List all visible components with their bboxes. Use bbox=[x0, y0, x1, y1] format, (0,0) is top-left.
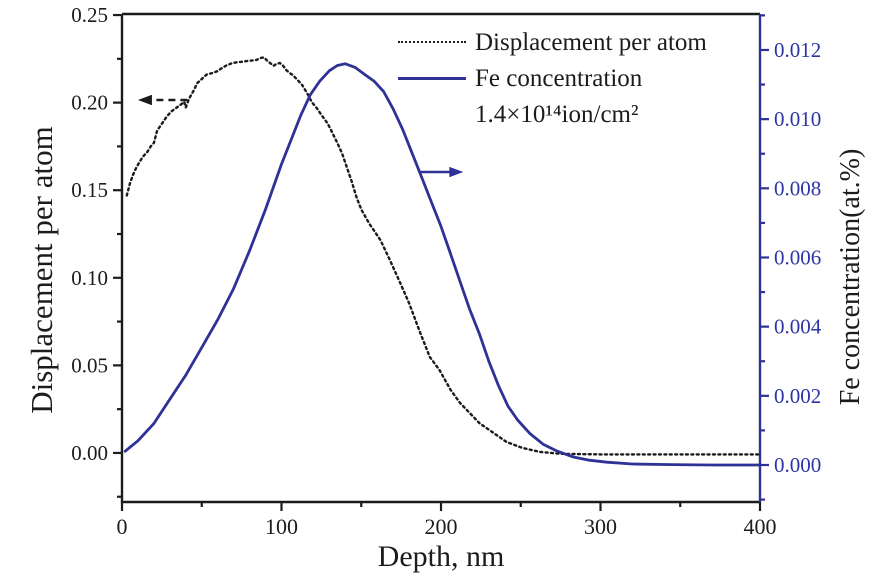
y-axis-title-left: Displacement per atom bbox=[24, 126, 59, 414]
y-right-tick-label: 0.008 bbox=[774, 176, 821, 200]
legend-label-displacement: Displacement per atom bbox=[475, 28, 707, 56]
legend-dotted-line-sample bbox=[398, 41, 466, 43]
y-right-tick-label: 0.010 bbox=[774, 107, 821, 131]
dpa-axis-arrow-head bbox=[137, 94, 152, 106]
legend-solid-line-sample bbox=[398, 76, 466, 80]
legend-item-displacement: Displacement per atom bbox=[398, 24, 707, 60]
y-left-tick-label: 0.05 bbox=[71, 353, 108, 377]
legend-label-fe-concentration: Fe concentration bbox=[475, 64, 643, 92]
y-right-tick-label: 0.000 bbox=[774, 453, 821, 477]
y-left-tick-label: 0.00 bbox=[71, 441, 108, 465]
x-axis-tick-label: 400 bbox=[744, 514, 777, 539]
x-axis-tick-label: 100 bbox=[265, 514, 298, 539]
y-right-tick-label: 0.006 bbox=[774, 245, 821, 269]
y-left-tick-label: 0.15 bbox=[71, 178, 108, 202]
y-axis-title-right: Fe concentration(at.%) bbox=[835, 148, 866, 406]
x-axis-tick-label: 300 bbox=[584, 514, 617, 539]
y-left-tick-label: 0.25 bbox=[71, 3, 108, 27]
y-left-tick-label: 0.20 bbox=[71, 91, 108, 115]
fe-curve bbox=[123, 62, 762, 467]
legend: Displacement per atom Fe concentration 1… bbox=[398, 24, 707, 132]
dpa-curve bbox=[125, 56, 762, 456]
legend-item-fe-concentration: Fe concentration bbox=[398, 60, 707, 96]
y-right-tick-label: 0.002 bbox=[774, 384, 821, 408]
legend-item-fluence: 1.4×10¹⁴ion/cm² bbox=[398, 96, 707, 132]
x-axis-tick-label: 0 bbox=[117, 514, 128, 539]
y-right-tick-label: 0.004 bbox=[774, 315, 822, 339]
x-axis-title: Depth, nm bbox=[377, 540, 505, 573]
y-left-tick-label: 0.10 bbox=[71, 266, 108, 290]
legend-label-fluence: 1.4×10¹⁴ion/cm² bbox=[475, 100, 639, 128]
fe-axis-arrow-head bbox=[449, 166, 464, 178]
y-right-tick-label: 0.012 bbox=[774, 38, 821, 62]
x-axis-tick-label: 200 bbox=[425, 514, 458, 539]
